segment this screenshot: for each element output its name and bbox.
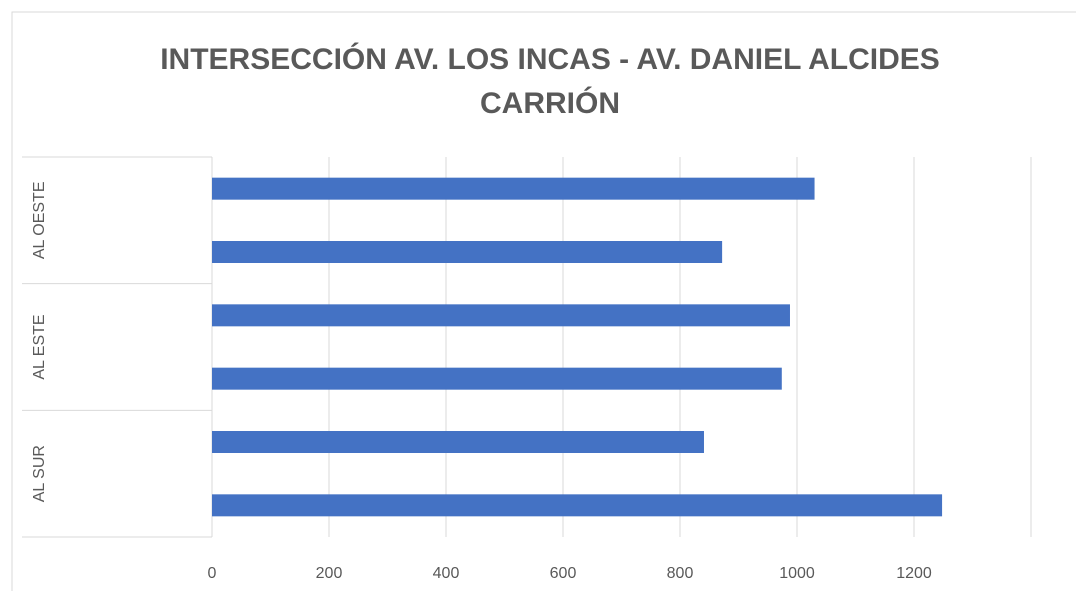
chart-title: INTERSECCIÓN AV. LOS INCAS - AV. DANIEL … <box>160 43 940 120</box>
group-label: AL SUR <box>31 445 48 502</box>
x-tick-label: 600 <box>550 565 577 582</box>
x-tick-label: 0 <box>208 565 217 582</box>
bar <box>212 494 943 517</box>
x-tick-label: 1200 <box>896 565 932 582</box>
x-tick-label: 800 <box>667 565 694 582</box>
chart-border <box>11 11 1076 591</box>
bar <box>212 177 815 200</box>
bar <box>212 431 704 453</box>
bar <box>212 367 782 390</box>
x-tick-label: 400 <box>433 565 460 582</box>
bar <box>212 304 790 327</box>
x-tick-label: 200 <box>316 565 343 582</box>
group-label: AL ESTE <box>31 314 48 379</box>
bar <box>212 241 723 263</box>
group-label: AL OESTE <box>31 182 48 260</box>
x-tick-label: 1000 <box>779 565 815 582</box>
